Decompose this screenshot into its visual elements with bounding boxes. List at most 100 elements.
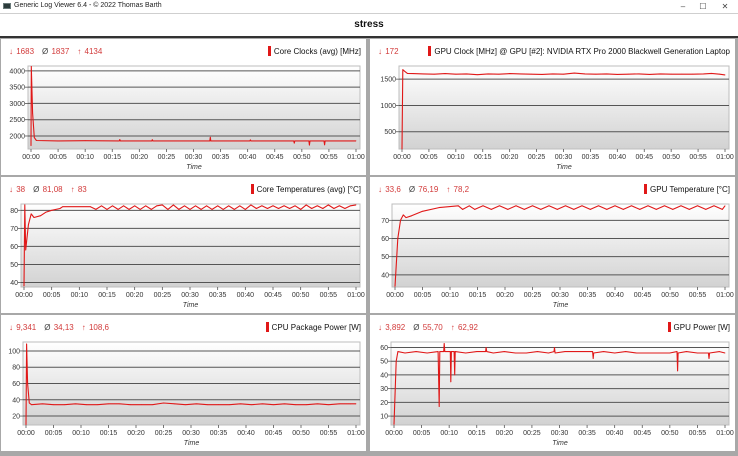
chart-stats: ↓ 3,892 Ø 55,70 ↑ 62,92 bbox=[378, 323, 478, 332]
y-tick-label: 500 bbox=[384, 129, 396, 136]
maximize-button[interactable]: ☐ bbox=[699, 2, 707, 11]
y-tick-label: 4000 bbox=[9, 68, 25, 75]
y-tick-label: 50 bbox=[381, 254, 389, 261]
data-point bbox=[485, 347, 487, 348]
chart-legend[interactable]: Core Clocks (avg) [MHz] bbox=[267, 46, 361, 56]
minimize-button[interactable]: – bbox=[680, 2, 686, 11]
data-point bbox=[680, 205, 682, 207]
y-tick-label: 3500 bbox=[9, 85, 25, 92]
chart-panel: ↓ 33,6 Ø 76,19 ↑ 78,2 GPU Temperature [°C] 4… bbox=[370, 177, 735, 313]
data-point bbox=[209, 136, 211, 138]
x-tick-label: 00:10 bbox=[72, 430, 90, 437]
data-point bbox=[75, 403, 76, 405]
data-point bbox=[152, 140, 154, 142]
y-tick-label: 60 bbox=[12, 381, 20, 388]
chart-legend[interactable]: CPU Package Power [W] bbox=[265, 322, 361, 332]
chart-title: GPU Power [W] bbox=[673, 322, 730, 332]
data-point bbox=[249, 140, 251, 142]
chart-legend[interactable]: GPU Clock [MHz] @ GPU [#2]: NVIDIA RTX P… bbox=[428, 46, 730, 56]
chart-legend[interactable]: GPU Power [W] bbox=[667, 322, 730, 332]
data-point bbox=[339, 403, 340, 405]
close-button[interactable]: ✕ bbox=[721, 2, 729, 11]
data-point bbox=[311, 208, 313, 209]
log-header: stress bbox=[0, 14, 738, 38]
data-point bbox=[150, 209, 152, 210]
x-tick-label: 01:00 bbox=[716, 292, 734, 299]
data-point bbox=[32, 112, 34, 114]
data-point bbox=[350, 205, 351, 207]
chart-title: GPU Temperature [°C] bbox=[650, 184, 730, 194]
x-tick-label: 01:00 bbox=[347, 430, 365, 437]
chart-legend[interactable]: GPU Temperature [°C] bbox=[644, 184, 730, 194]
y-tick-label: 60 bbox=[10, 244, 18, 251]
y-tick-label: 40 bbox=[380, 372, 388, 379]
data-point bbox=[554, 352, 556, 354]
chart-title: Core Clocks (avg) [MHz] bbox=[273, 46, 361, 56]
data-point bbox=[151, 140, 153, 142]
y-tick-label: 20 bbox=[380, 400, 388, 407]
plot-area bbox=[20, 203, 361, 288]
data-point bbox=[454, 351, 456, 353]
data-point bbox=[713, 205, 715, 207]
chart-panel: ↓ 3,892 Ø 55,70 ↑ 62,92 GPU Power [W] 10 20 30… bbox=[370, 315, 735, 451]
data-point bbox=[404, 352, 406, 354]
data-point bbox=[293, 142, 295, 144]
data-point bbox=[86, 404, 87, 406]
data-point bbox=[681, 73, 683, 75]
data-point bbox=[28, 224, 29, 226]
data-point bbox=[316, 205, 318, 207]
data-point bbox=[141, 404, 142, 406]
data-point bbox=[244, 209, 246, 210]
data-point bbox=[51, 209, 53, 211]
chart-panel: ↓ 172 GPU Clock [MHz] @ GPU [#2]: NVIDIA … bbox=[370, 39, 735, 175]
data-point bbox=[31, 404, 32, 406]
data-point bbox=[711, 72, 712, 74]
line-chart: 10 20 30 40 50 60 00:00 00:05 00:10 00:15 00:20 00:… bbox=[380, 341, 734, 447]
data-point bbox=[592, 351, 593, 353]
data-point bbox=[207, 404, 208, 406]
stat-avg-value: 34,13 bbox=[53, 322, 74, 332]
stat-max-value: 78,2 bbox=[453, 184, 470, 194]
x-axis-label: Time bbox=[553, 302, 569, 309]
line-chart: 20 40 60 80 100 00:00 00:05 00:10 00:15 00:20 00:2… bbox=[8, 341, 365, 447]
x-tick-label: 00:50 bbox=[292, 292, 310, 299]
x-tick-label: 00:00 bbox=[393, 154, 411, 161]
x-axis-label: Time bbox=[556, 164, 572, 171]
data-point bbox=[250, 140, 252, 142]
data-point bbox=[603, 351, 605, 353]
x-tick-label: 01:00 bbox=[347, 154, 365, 161]
data-point bbox=[636, 352, 638, 354]
chart-stats: ↓ 9,341 Ø 34,13 ↑ 108,6 bbox=[9, 323, 109, 332]
y-tick-label: 70 bbox=[10, 226, 18, 233]
data-point bbox=[647, 352, 649, 354]
x-tick-label: 00:55 bbox=[320, 430, 338, 437]
data-point bbox=[394, 286, 396, 287]
data-point bbox=[584, 73, 586, 75]
stat-avg-symbol: Ø bbox=[42, 46, 51, 56]
chart-stats: ↓ 38 Ø 81,08 ↑ 83 bbox=[9, 185, 87, 194]
data-point bbox=[178, 209, 180, 210]
x-tick-label: 00:50 bbox=[661, 292, 679, 299]
x-tick-label: 00:45 bbox=[634, 292, 652, 299]
data-point bbox=[30, 145, 32, 147]
data-point bbox=[36, 140, 37, 141]
stat-avg-symbol: Ø bbox=[44, 322, 53, 332]
stat-min-symbol: ↓ bbox=[378, 184, 385, 194]
x-tick-label: 00:20 bbox=[501, 154, 519, 161]
data-point bbox=[59, 208, 61, 209]
data-point bbox=[627, 73, 629, 75]
y-tick-label: 1500 bbox=[380, 77, 396, 84]
chart-legend[interactable]: Core Temperatures (avg) [°C] bbox=[250, 184, 361, 194]
chart-header-row: ↓ 1683 Ø 1837 ↑ 4134 Core Clocks (avg) [MHz… bbox=[9, 45, 361, 57]
data-point bbox=[649, 74, 651, 75]
data-point bbox=[174, 403, 175, 405]
data-point bbox=[677, 352, 679, 354]
data-point bbox=[721, 209, 723, 210]
data-point bbox=[84, 140, 86, 142]
stat-avg-value: 76,19 bbox=[418, 184, 439, 194]
x-tick-label: 01:00 bbox=[716, 154, 734, 161]
legend-swatch bbox=[267, 46, 271, 56]
stat-max-symbol: ↑ bbox=[450, 322, 457, 332]
stat-avg-value: 81,08 bbox=[42, 184, 63, 194]
data-point bbox=[350, 403, 351, 405]
